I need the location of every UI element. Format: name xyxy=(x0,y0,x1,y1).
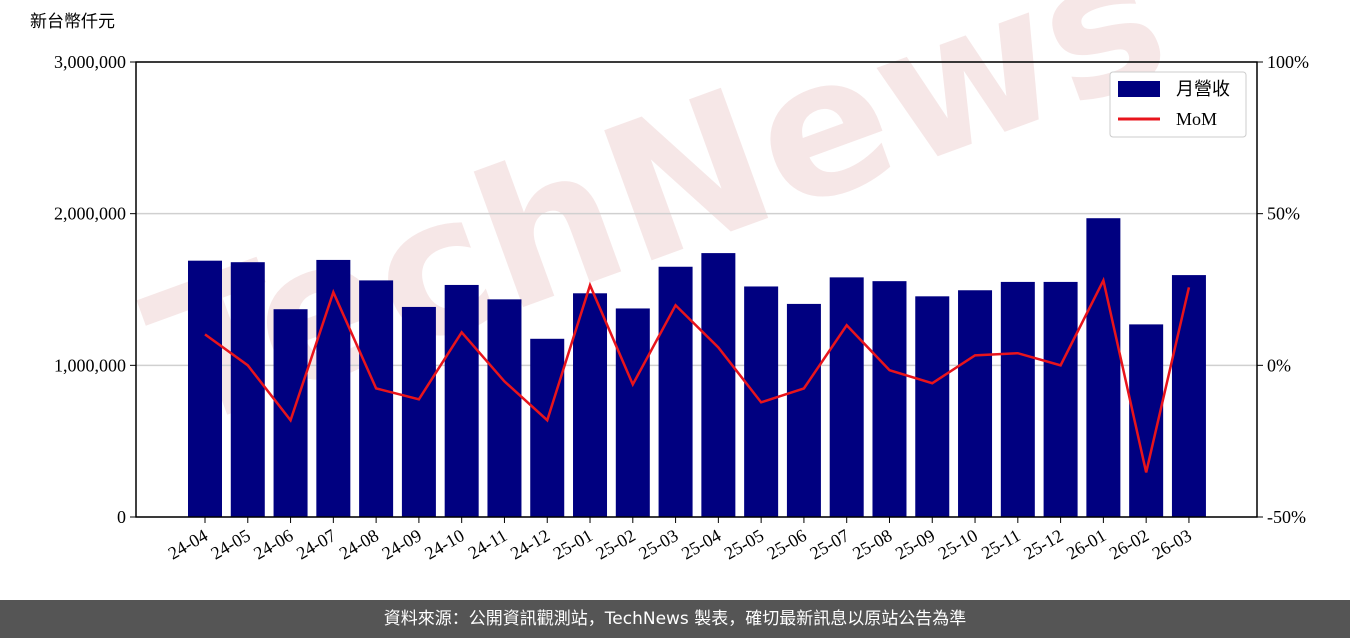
x-tick-label: 26-01 xyxy=(1063,525,1109,563)
y-tick-label: 0 xyxy=(117,507,126,527)
plot-frame xyxy=(135,61,1258,518)
y2-tick-label: 100% xyxy=(1267,52,1309,72)
x-tick-label: 24-05 xyxy=(207,525,253,563)
x-tick-label: 24-07 xyxy=(293,525,339,563)
x-tick-label: 24-06 xyxy=(250,525,296,563)
bar xyxy=(359,280,394,517)
bar xyxy=(872,281,907,517)
x-tick-label: 24-10 xyxy=(421,525,467,563)
chart: 新台幣仟元 TechNews01,000,0002,000,0003,000,0… xyxy=(30,0,1309,563)
bar xyxy=(958,290,993,517)
line xyxy=(204,276,1191,473)
x-tick-label: 25-02 xyxy=(592,525,638,563)
bar xyxy=(786,303,821,517)
bar xyxy=(573,293,608,517)
x-tick-label: 24-12 xyxy=(507,525,553,563)
y2-tick-label: -50% xyxy=(1267,507,1306,527)
y-tick-label: 3,000,000 xyxy=(54,52,126,72)
bar xyxy=(273,309,308,517)
x-tick-label: 25-06 xyxy=(764,525,810,563)
bar xyxy=(1086,218,1121,517)
y-tick-label: 1,000,000 xyxy=(54,355,126,375)
bar xyxy=(530,338,565,517)
x-tick-label: 25-12 xyxy=(1020,525,1066,563)
bar xyxy=(1000,281,1035,517)
x-tick-label: 24-04 xyxy=(165,525,211,563)
bar xyxy=(829,277,864,517)
bar xyxy=(615,308,650,517)
bar xyxy=(316,259,351,517)
footer: 資料來源：公開資訊觀測站，TechNews 製表，確切最新訊息以原站公告為準 xyxy=(0,600,1350,638)
bar xyxy=(188,260,222,517)
x-tick-label: 25-10 xyxy=(935,525,981,563)
legend: 月營收 MoM xyxy=(1109,71,1247,138)
bar xyxy=(915,296,950,517)
x-tick-label: 25-11 xyxy=(978,525,1024,563)
x-tick-label: 26-03 xyxy=(1149,525,1195,563)
y-axis-label: 新台幣仟元 xyxy=(30,12,115,32)
legend-label: 月營收 xyxy=(1176,79,1230,100)
x-tick-label: 25-04 xyxy=(678,525,724,563)
x-tick-label: 25-05 xyxy=(721,525,767,563)
x-tick-label: 25-07 xyxy=(806,525,852,563)
y-tick-label: 2,000,000 xyxy=(54,204,126,224)
bar xyxy=(701,253,736,517)
legend-label: MoM xyxy=(1176,109,1217,129)
x-tick-label: 25-01 xyxy=(550,525,596,563)
legend-swatch xyxy=(1118,81,1160,97)
x-tick-label: 24-08 xyxy=(336,525,382,563)
x-tick-label: 26-02 xyxy=(1106,525,1152,563)
x-tick-label: 25-09 xyxy=(892,525,938,563)
bar xyxy=(487,299,522,517)
x-tick-label: 25-08 xyxy=(849,525,895,563)
x-tick-label: 25-03 xyxy=(635,525,681,563)
x-tick-label: 24-09 xyxy=(379,525,425,563)
y2-tick-label: 0% xyxy=(1267,355,1291,375)
bar xyxy=(401,306,436,517)
bar xyxy=(1043,281,1078,517)
bar xyxy=(444,284,479,517)
bar xyxy=(1171,275,1206,517)
bar xyxy=(230,262,265,517)
y2-tick-label: 50% xyxy=(1267,204,1300,224)
x-tick-label: 24-11 xyxy=(465,525,511,563)
bar xyxy=(658,266,693,517)
